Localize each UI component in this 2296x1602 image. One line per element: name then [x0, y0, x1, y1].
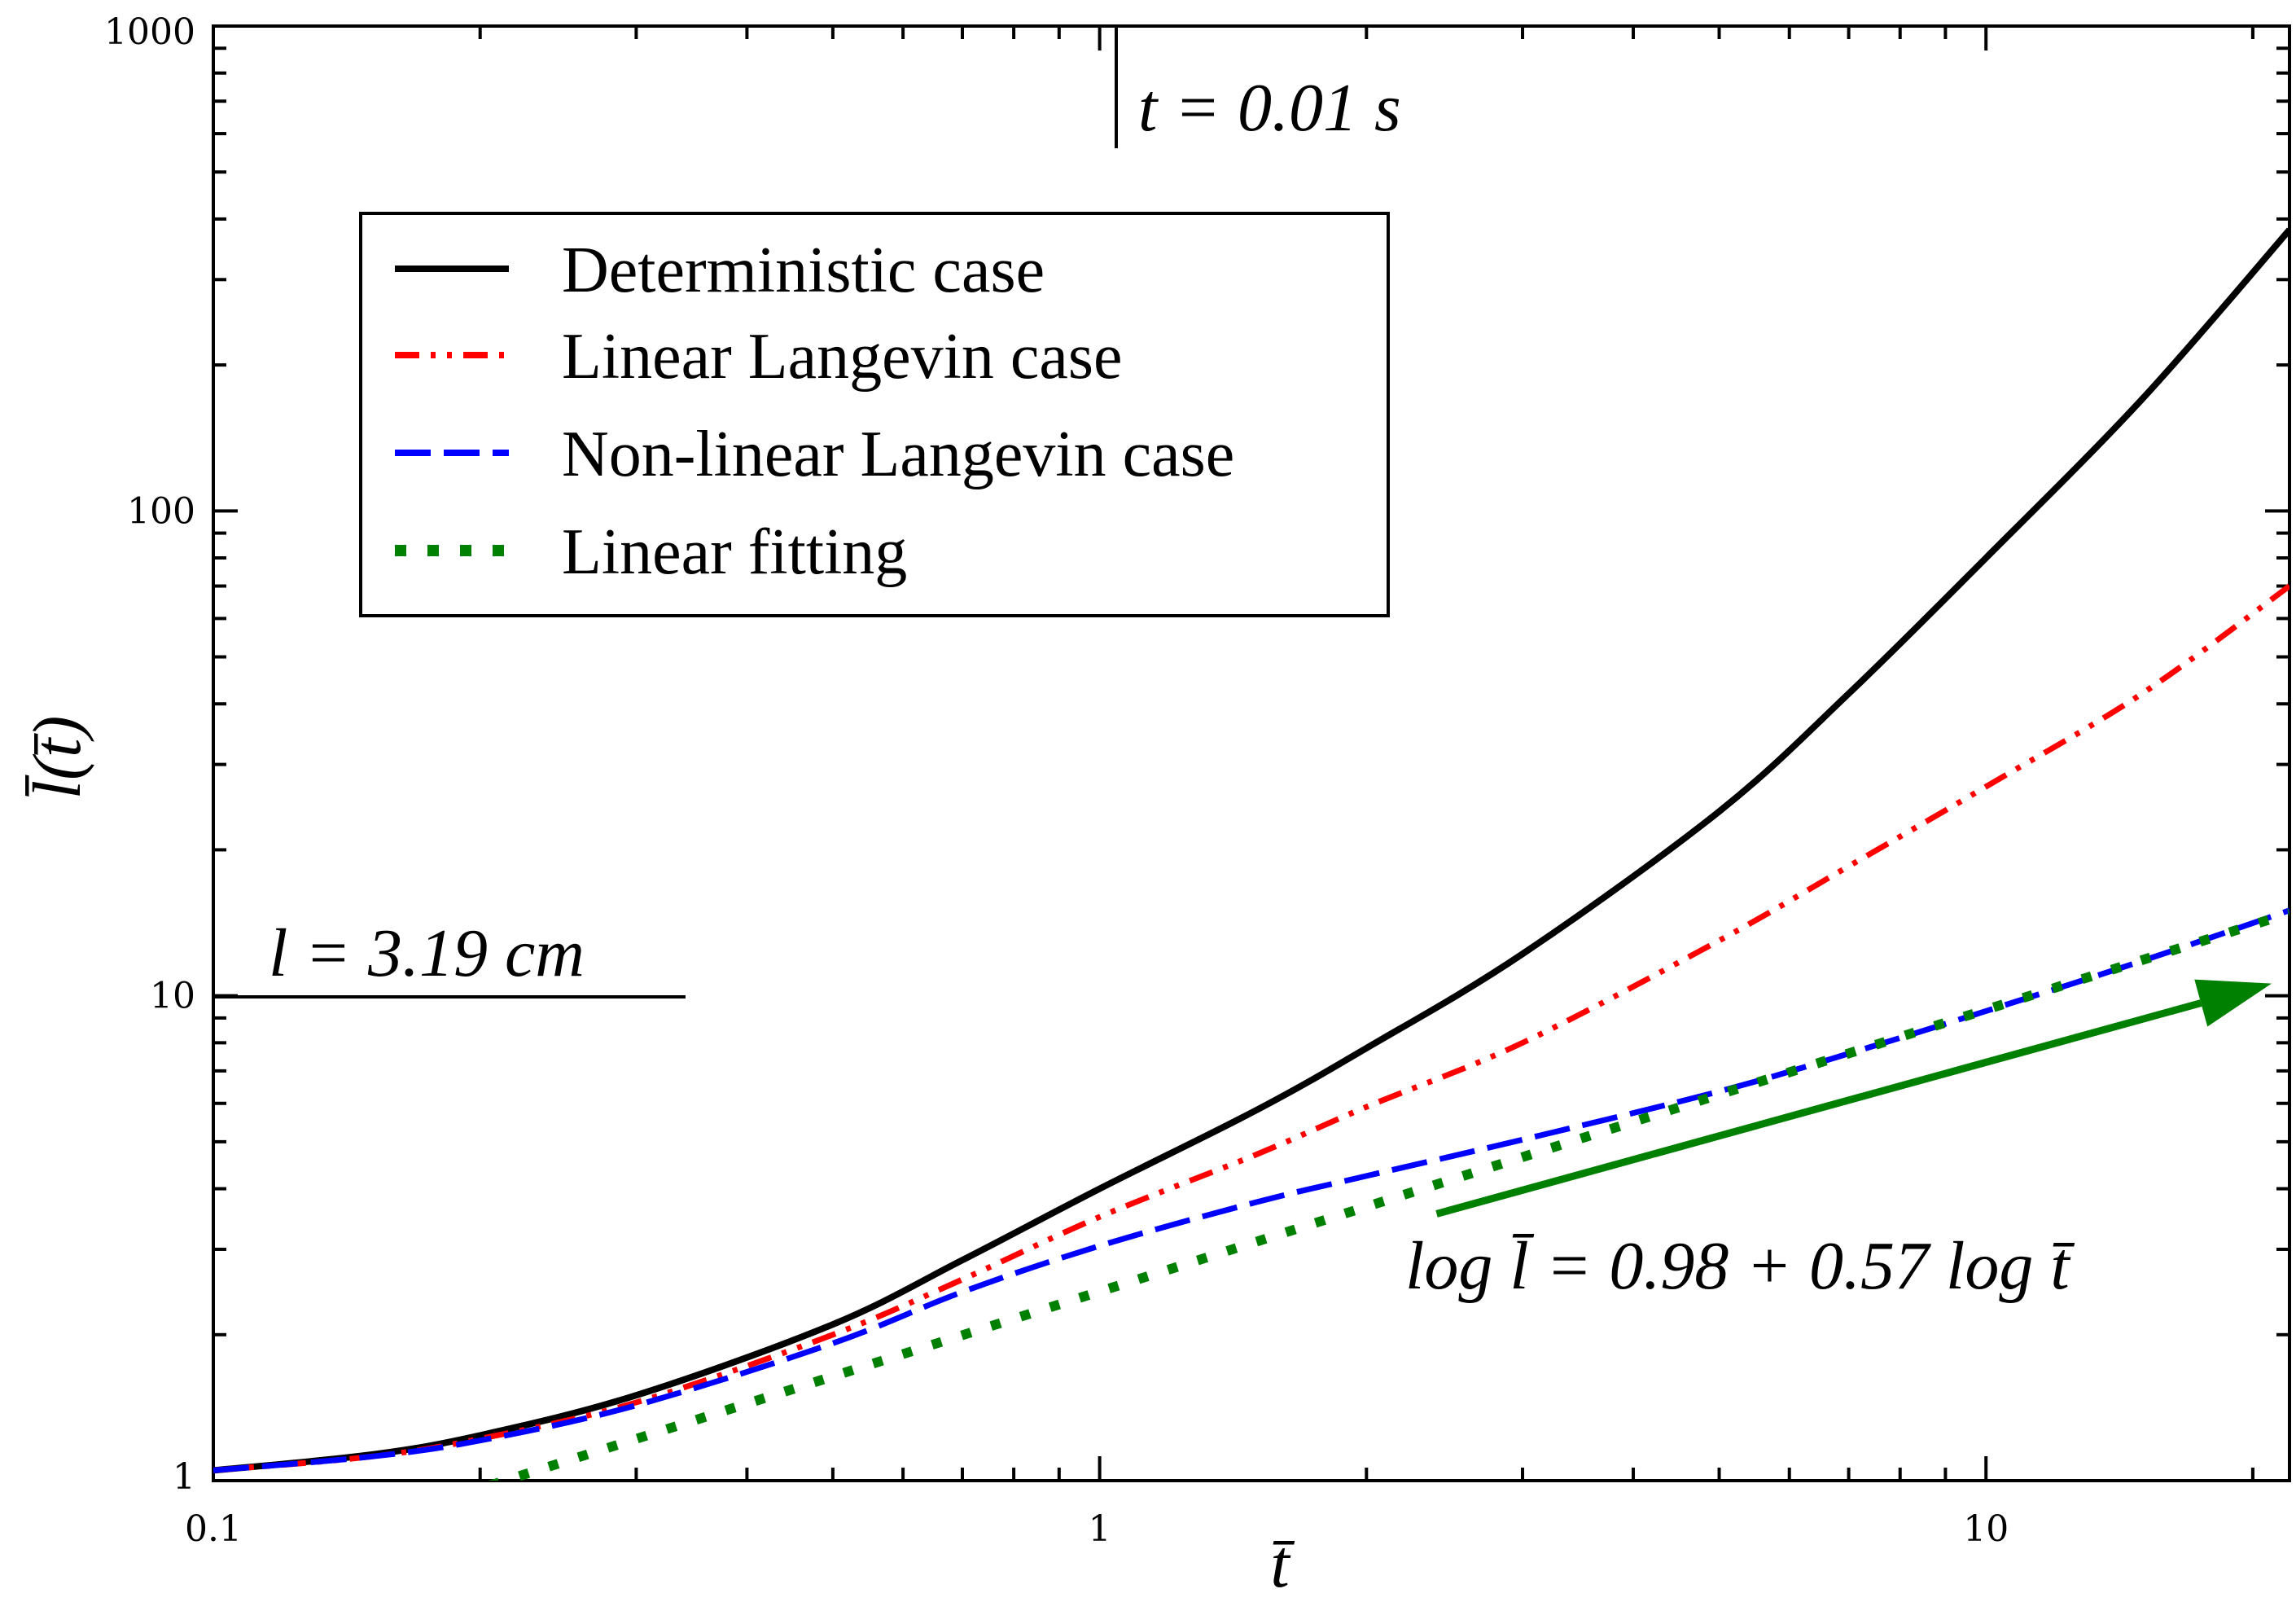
legend-label-linear-fitting: Linear fitting — [562, 516, 907, 588]
legend-label-linear-langevin: Linear Langevin case — [562, 321, 1123, 393]
x-axis-title: t̄ — [1270, 1526, 1295, 1602]
series-line-linear-langevin-case — [213, 583, 2289, 1473]
legend-label-deterministic: Deterministic case — [562, 235, 1045, 306]
fit-equation: log l̄ = 0.98 + 0.57 log t̄ — [1405, 1228, 2075, 1304]
fit-arrow-shaft — [1435, 999, 2202, 1218]
x-tick-label-1: 1 — [1089, 1508, 1111, 1550]
time-note: t = 0.01 s — [1138, 70, 1401, 146]
x-tick-label-10: 10 — [1963, 1508, 2009, 1550]
y-axis-title: l̄(t̄) — [20, 716, 95, 800]
y-tick-labels: 1 10 100 1000 — [104, 11, 195, 1498]
y-tick-label-1: 1 — [173, 1456, 195, 1498]
fit-arrow — [1435, 979, 2272, 1218]
series-line-linear-fitting — [489, 908, 2289, 1481]
legend: Deterministic case Linear Langevin case … — [359, 212, 1390, 617]
time-annotation: t = 0.01 s — [1115, 26, 1401, 148]
y-tick-label-1000: 1000 — [104, 11, 195, 53]
y-tick-label-100: 100 — [127, 490, 195, 532]
legend-box — [359, 212, 1390, 617]
legend-label-non-linear-langevin: Non-linear Langevin case — [562, 419, 1234, 490]
fit-arrow-head — [2194, 979, 2272, 1027]
x-tick-label-0.1: 0.1 — [185, 1508, 242, 1550]
series-group — [213, 227, 2289, 1481]
series-line-non-linear-langevin-case — [213, 907, 2289, 1473]
y-tick-label-10: 10 — [150, 976, 195, 1017]
length-note: l = 3.19 cm — [269, 915, 585, 991]
series-line-deterministic-case — [213, 227, 2289, 1474]
plot-frame — [212, 24, 2291, 1482]
x-tick-labels: 0.1 1 10 — [185, 1508, 2009, 1550]
length-annotation: l = 3.19 cm — [213, 915, 686, 999]
